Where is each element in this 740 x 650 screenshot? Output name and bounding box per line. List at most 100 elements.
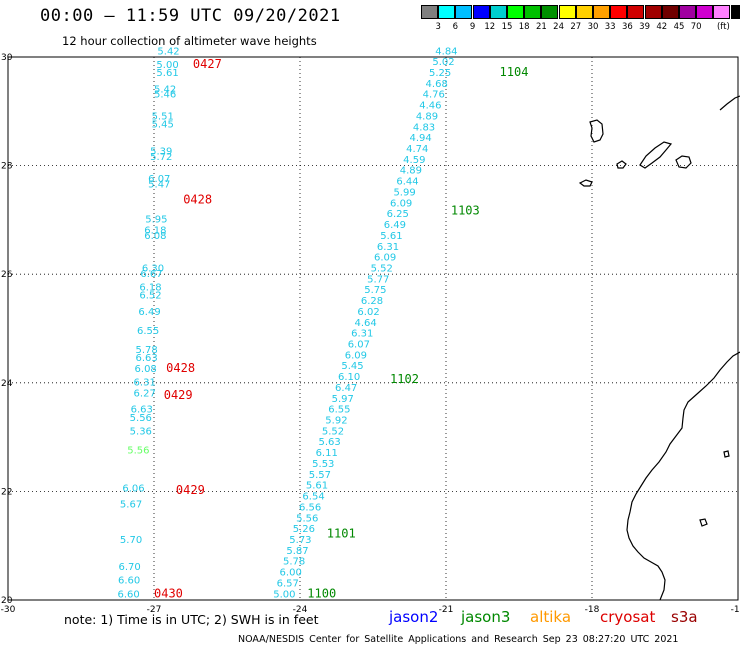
wave-height-value: 6.25	[387, 209, 409, 220]
lat-tick-label: 30	[1, 53, 13, 63]
wave-height-value: 5.42	[154, 84, 176, 95]
wave-height-value: 5.75	[364, 285, 386, 296]
wave-height-value: 5.72	[150, 152, 172, 163]
legend-label: 15	[501, 22, 513, 32]
pass-time-label: 0427	[193, 57, 222, 71]
wave-height-value: 5.51	[152, 111, 174, 122]
wave-height-value: 6.07	[148, 174, 170, 185]
wave-height-value: 6.49	[384, 220, 406, 231]
pass-time-label: 1101	[327, 527, 356, 541]
gran-canaria-island	[675, 155, 692, 169]
wave-height-value: 5.47	[148, 179, 170, 190]
wave-height-value: 5.61	[306, 481, 328, 492]
pass-time-label: 0428	[166, 361, 195, 375]
wave-height-value: 6.06	[122, 483, 144, 494]
wave-height-value: 4.89	[416, 111, 438, 122]
wave-height-value: 4.94	[410, 133, 432, 144]
wave-height-value: 6.63	[131, 405, 153, 416]
wave-height-value: 6.31	[134, 378, 156, 389]
wave-height-value: 4.64	[355, 318, 377, 329]
coastline	[578, 95, 740, 601]
wave-height-value: 6.00	[280, 568, 302, 579]
wave-height-value: 5.42	[157, 46, 179, 57]
footer-credit: NOAA/NESDIS Center for Satellite Applica…	[238, 634, 679, 645]
legend-swatch	[472, 5, 490, 19]
wave-height-value: 6.67	[140, 269, 162, 280]
wave-height-value: 5.78	[136, 345, 158, 356]
pass-time-label: 0429	[176, 483, 205, 497]
wave-height-value: 5.46	[154, 90, 176, 101]
wave-height-value: 6.49	[138, 307, 160, 318]
cryosat-track: 6.606.606.705.705.676.065.565.365.566.63…	[118, 46, 222, 600]
legend-swatch	[489, 5, 507, 19]
wave-height-value: 6.52	[139, 291, 161, 302]
lat-tick-label: 26	[1, 270, 13, 280]
wave-height-value: 6.02	[357, 307, 379, 318]
wave-height-value: 4.74	[406, 144, 428, 155]
lat-tick-label: 24	[1, 379, 13, 389]
wave-height-value: 5.61	[156, 68, 178, 79]
legend-label: 3	[435, 22, 441, 32]
wave-height-value: 6.31	[351, 329, 373, 340]
small-islet	[723, 450, 730, 458]
legend-swatch	[575, 5, 593, 19]
tenerife-island	[639, 141, 673, 169]
legend-label: 9	[469, 22, 476, 32]
wave-height-value: 6.57	[277, 578, 299, 589]
legend-swatch	[438, 5, 456, 19]
lon-tick-label: -21	[439, 605, 454, 615]
wave-height-value: 6.60	[118, 589, 140, 600]
legend-label: 6	[452, 22, 459, 32]
wave-height-value: 4.89	[400, 166, 422, 177]
legend-label: 30	[587, 22, 599, 32]
legend-swatch	[524, 5, 542, 19]
wave-height-value: 6.09	[390, 198, 412, 209]
wave-height-value: 6.08	[135, 364, 157, 375]
satellite-altika: altika	[530, 608, 572, 626]
wave-height-value: 6.31	[377, 242, 399, 253]
map-subtitle: 12 hour collection of altimeter wave hei…	[62, 34, 317, 48]
legend-swatch	[661, 5, 679, 19]
legend-label: 39	[639, 22, 650, 32]
legend-label: 18	[518, 22, 530, 32]
wave-height-value: 4.59	[403, 155, 425, 166]
legend-swatch	[541, 5, 559, 19]
wave-height-value: 6.08	[144, 231, 166, 242]
wave-height-value: 6.55	[328, 405, 350, 416]
wave-height-value: 5.95	[145, 215, 167, 226]
satellite-s3a: s3a	[671, 608, 698, 626]
legend-label: 24	[553, 22, 564, 32]
wave-height-value: 5.53	[312, 459, 334, 470]
wave-height-value: 5.73	[289, 535, 311, 546]
wave-height-value: 5.57	[309, 470, 331, 481]
pass-time-label: 0429	[164, 388, 193, 402]
legend-swatch	[713, 5, 731, 19]
wave-height-value: 5.45	[152, 120, 174, 131]
pass-time-label: 1103	[451, 203, 480, 217]
legend-swatch	[507, 5, 524, 19]
wave-height-value: 5.78	[283, 557, 305, 568]
wave-height-value: 6.47	[335, 383, 357, 394]
wave-height-value: 6.18	[144, 225, 166, 236]
fuerteventura-island	[719, 95, 740, 111]
footer-note: note: 1) Time is in UTC; 2) SWH is in fe…	[64, 612, 319, 627]
legend-label: 21	[535, 22, 547, 32]
legend-swatch	[421, 5, 438, 19]
legend-label: 42	[656, 22, 668, 32]
jason3-track: 5.006.576.005.785.875.735.265.566.566.54…	[273, 46, 528, 600]
wave-height-value: 6.27	[134, 388, 156, 399]
pass-time-label: 0428	[183, 193, 212, 207]
hierro-island	[578, 179, 593, 187]
wave-height-value: 6.09	[345, 350, 367, 361]
wave-height-value: 6.70	[118, 562, 140, 573]
legend-swatch	[593, 5, 610, 19]
wave-height-value: 6.56	[299, 502, 321, 513]
wave-height-value: 5.92	[325, 416, 347, 427]
pass-time-label: 1100	[307, 586, 336, 600]
wave-height-value: 5.61	[380, 231, 402, 242]
wave-height-value: 5.36	[130, 426, 152, 437]
lon-tick-label: -24	[293, 605, 308, 615]
wave-height-value: 5.70	[120, 535, 142, 546]
legend-swatch	[679, 5, 696, 19]
lon-tick-label: -18	[585, 605, 600, 615]
